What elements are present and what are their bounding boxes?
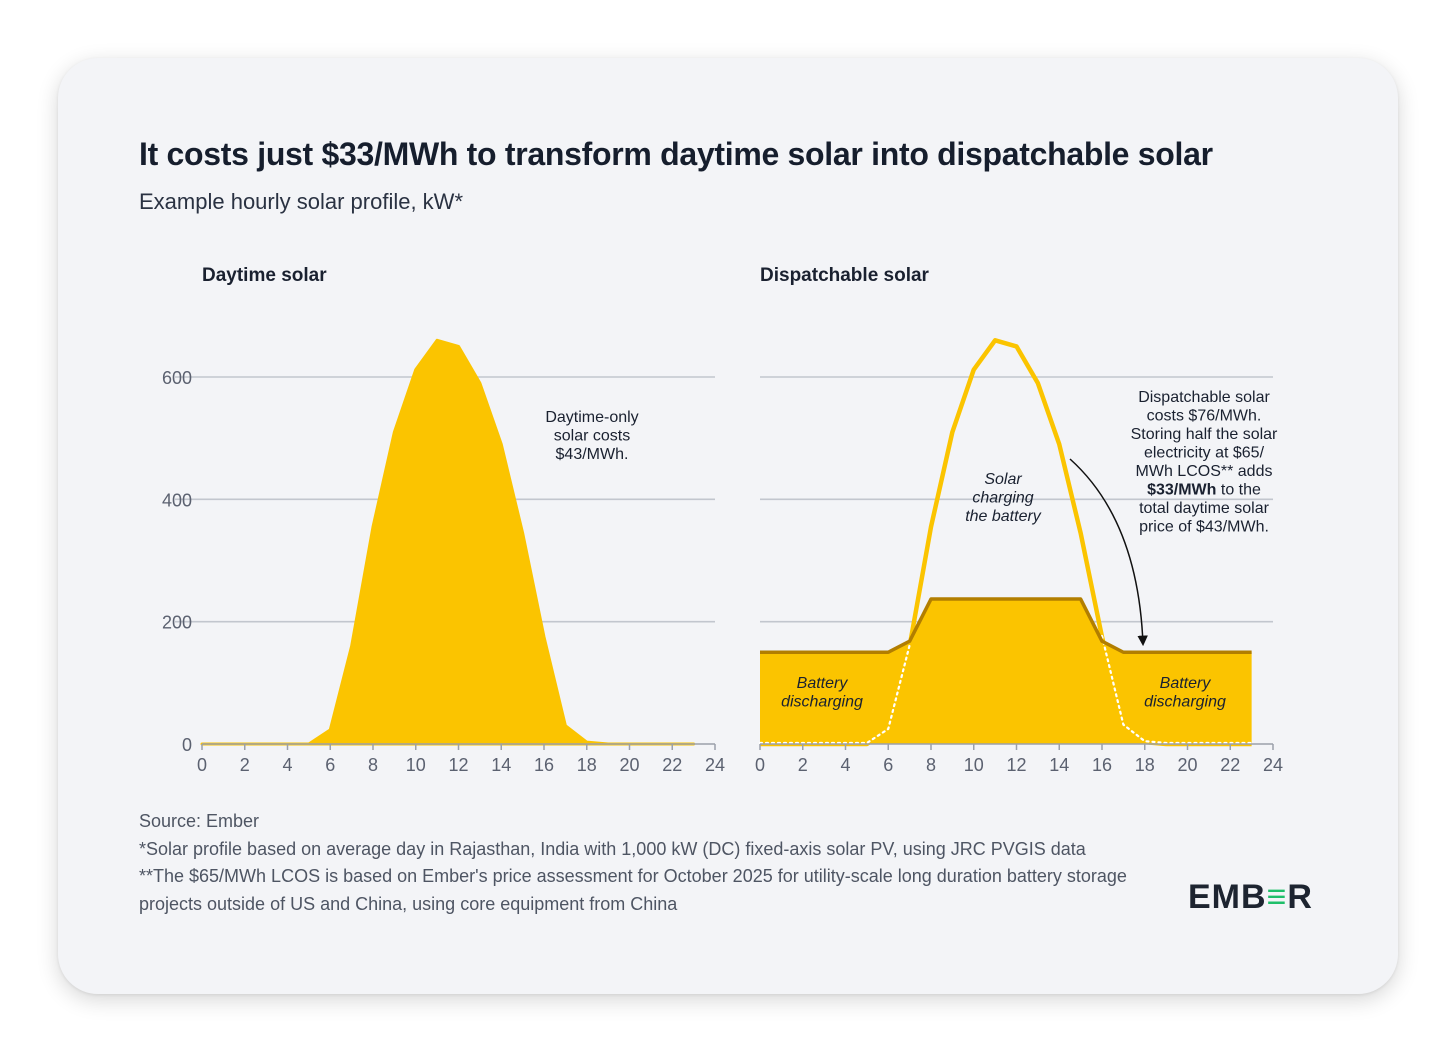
source-note: Source: Ember (139, 811, 260, 831)
battery-discharging-right-label: discharging (1144, 694, 1226, 711)
dispatchable-xtick-label: 22 (1220, 755, 1240, 775)
dispatchable-xtick-label: 4 (840, 755, 850, 775)
annotation-bold-value: $33/MWh (1147, 482, 1216, 499)
dispatchable-xtick-label: 6 (883, 755, 893, 775)
battery-discharging-left-label: discharging (781, 694, 863, 711)
daytime-annotation-line: solar costs (554, 428, 630, 445)
daytime-xtick-label: 8 (368, 755, 378, 775)
dispatchable-xtick-label: 0 (755, 755, 765, 775)
solar-charging-label: the battery (965, 508, 1042, 525)
dispatchable-xtick-label: 18 (1135, 755, 1155, 775)
daytime-ytick-label: 0 (182, 735, 192, 755)
battery-discharging-right-label: Battery (1160, 675, 1212, 692)
daytime-xtick-label: 16 (534, 755, 554, 775)
annotation-text: total daytime solar (1139, 500, 1270, 517)
dispatchable-xtick-label: 24 (1263, 755, 1283, 775)
daytime-xtick-label: 0 (197, 755, 207, 775)
chart-title: It costs just $33/MWh to transform dayti… (139, 136, 1213, 172)
dispatchable-xtick-label: 8 (926, 755, 936, 775)
daytime-panel-title: Daytime solar (202, 265, 327, 286)
daytime-xtick-label: 6 (325, 755, 335, 775)
daytime-xtick-label: 24 (705, 755, 725, 775)
daytime-xtick-label: 10 (406, 755, 426, 775)
solar-profile-dotted-right (1100, 634, 1253, 745)
daytime-ytick-label: 600 (162, 368, 192, 388)
annotation-arrow (1069, 458, 1148, 647)
dispatchable-xtick-label: 20 (1177, 755, 1197, 775)
dispatchable-annotation-line: electricity at $65/ (1144, 445, 1265, 462)
chart-card (58, 58, 1398, 994)
ember-logo: EMB≡R (1188, 878, 1313, 916)
daytime-xtick-label: 18 (577, 755, 597, 775)
dispatchable-annotation-line: Dispatchable solar (1138, 389, 1270, 406)
daytime-xtick-label: 4 (282, 755, 292, 775)
annotation-text: MWh LCOS** adds (1136, 463, 1273, 480)
solar-charging-label: charging (972, 490, 1033, 507)
annotation-text: price of $43/MWh. (1139, 519, 1269, 536)
annotation-text: Storing half the solar (1131, 426, 1278, 443)
footnotes: Source: Ember *Solar profile based on av… (139, 808, 1149, 918)
solar-charging-label: Solar (984, 471, 1022, 488)
daytime-xtick-label: 20 (619, 755, 639, 775)
dispatchable-panel-title: Dispatchable solar (760, 265, 930, 286)
annotation-text: costs $76/MWh. (1147, 408, 1262, 425)
dispatchable-output-area (760, 599, 1252, 744)
dispatchable-output-line (760, 597, 1252, 654)
annotation-text: to the (1216, 482, 1261, 499)
dispatchable-xtick-label: 10 (964, 755, 984, 775)
daytime-annotation-line: Daytime-only (545, 409, 638, 426)
daytime-ytick-label: 400 (162, 490, 192, 510)
dispatchable-annotation-line: $33/MWh to the (1147, 482, 1261, 499)
daytime-xtick-label: 2 (240, 755, 250, 775)
dispatchable-annotation-line: MWh LCOS** adds (1136, 463, 1273, 480)
daytime-xtick-label: 22 (662, 755, 682, 775)
daytime-xtick-label: 14 (491, 755, 511, 775)
daytime-solar-area (200, 338, 696, 746)
dispatchable-annotation-line: total daytime solar (1139, 500, 1270, 517)
daytime-xtick-label: 12 (448, 755, 468, 775)
solar-profile-dotted-left (758, 644, 911, 745)
chart-subtitle: Example hourly solar profile, kW* (139, 189, 464, 214)
dispatchable-xtick-label: 2 (798, 755, 808, 775)
battery-discharging-left-label: Battery (797, 675, 849, 692)
annotation-text: Dispatchable solar (1138, 389, 1270, 406)
dispatchable-xtick-label: 12 (1006, 755, 1026, 775)
annotation-text: electricity at $65/ (1144, 445, 1265, 462)
dispatchable-annotation-line: costs $76/MWh. (1147, 408, 1262, 425)
dispatchable-xtick-label: 16 (1092, 755, 1112, 775)
footnote-lcos: **The $65/MWh LCOS is based on Ember's p… (139, 866, 1127, 914)
dispatchable-xtick-label: 14 (1049, 755, 1069, 775)
logo-accent-icon: ≡ (1266, 878, 1288, 916)
daytime-annotation-line: $43/MWh. (556, 446, 629, 463)
dispatchable-annotation-line: Storing half the solar (1131, 426, 1278, 443)
dispatchable-annotation-line: price of $43/MWh. (1139, 519, 1269, 536)
daytime-ytick-label: 200 (162, 613, 192, 633)
footnote-solar-profile: *Solar profile based on average day in R… (139, 838, 1086, 859)
